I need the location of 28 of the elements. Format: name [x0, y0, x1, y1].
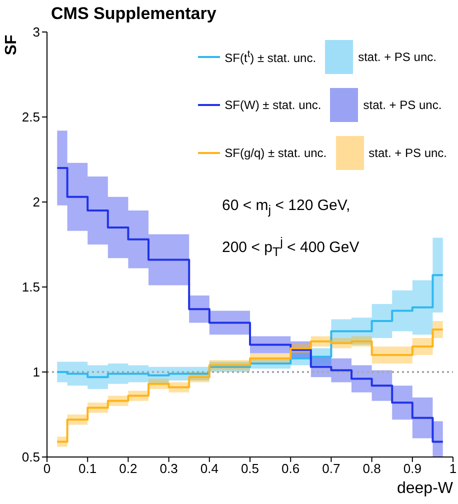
y-tick-label: 1.5: [22, 280, 40, 295]
x-tick-label: 0.2: [119, 461, 138, 476]
y-tick-label: 2.5: [22, 110, 40, 125]
x-tick-label: 0.1: [78, 461, 97, 476]
annotation: 60 < m$_{j}$ < 120 GeV,: [222, 196, 352, 219]
x-axis-title: deep-W: [396, 480, 453, 498]
y-tick-label: 2: [32, 194, 40, 210]
x-tick-label: 0.3: [160, 461, 178, 476]
legend-label: SF(t$^{t}$) ± stat. unc.: [224, 49, 316, 65]
y-axis-title: SF: [3, 34, 22, 56]
annotation: 200 < p$_{T}$$^{j}$ < 400 GeV: [222, 234, 360, 261]
x-tick-label: 0.5: [240, 461, 260, 476]
y-tick-label: 0.5: [22, 450, 40, 465]
annotation: stat. + PS unc.: [358, 50, 436, 64]
y-tick-label: 3: [32, 24, 40, 40]
x-tick-label: 0.8: [362, 461, 381, 476]
legend-label: SF(W) ± stat. unc.: [224, 98, 322, 112]
annotation: stat. + PS unc.: [368, 146, 447, 160]
y-tick-label: 1: [32, 364, 40, 380]
legend-label: SF(g/q) ± stat. unc.: [224, 146, 327, 160]
x-tick-label: 0: [43, 461, 51, 476]
x-tick-label: 0.6: [282, 461, 300, 476]
x-tick-label: 0.9: [403, 461, 422, 476]
x-tick-label: 0.4: [200, 461, 218, 476]
annotation: stat. + PS unc.: [363, 98, 442, 112]
chart-title: CMS Supplementary: [51, 4, 216, 24]
x-tick-label: 0.7: [322, 461, 340, 476]
x-tick-label: 1: [449, 461, 457, 476]
